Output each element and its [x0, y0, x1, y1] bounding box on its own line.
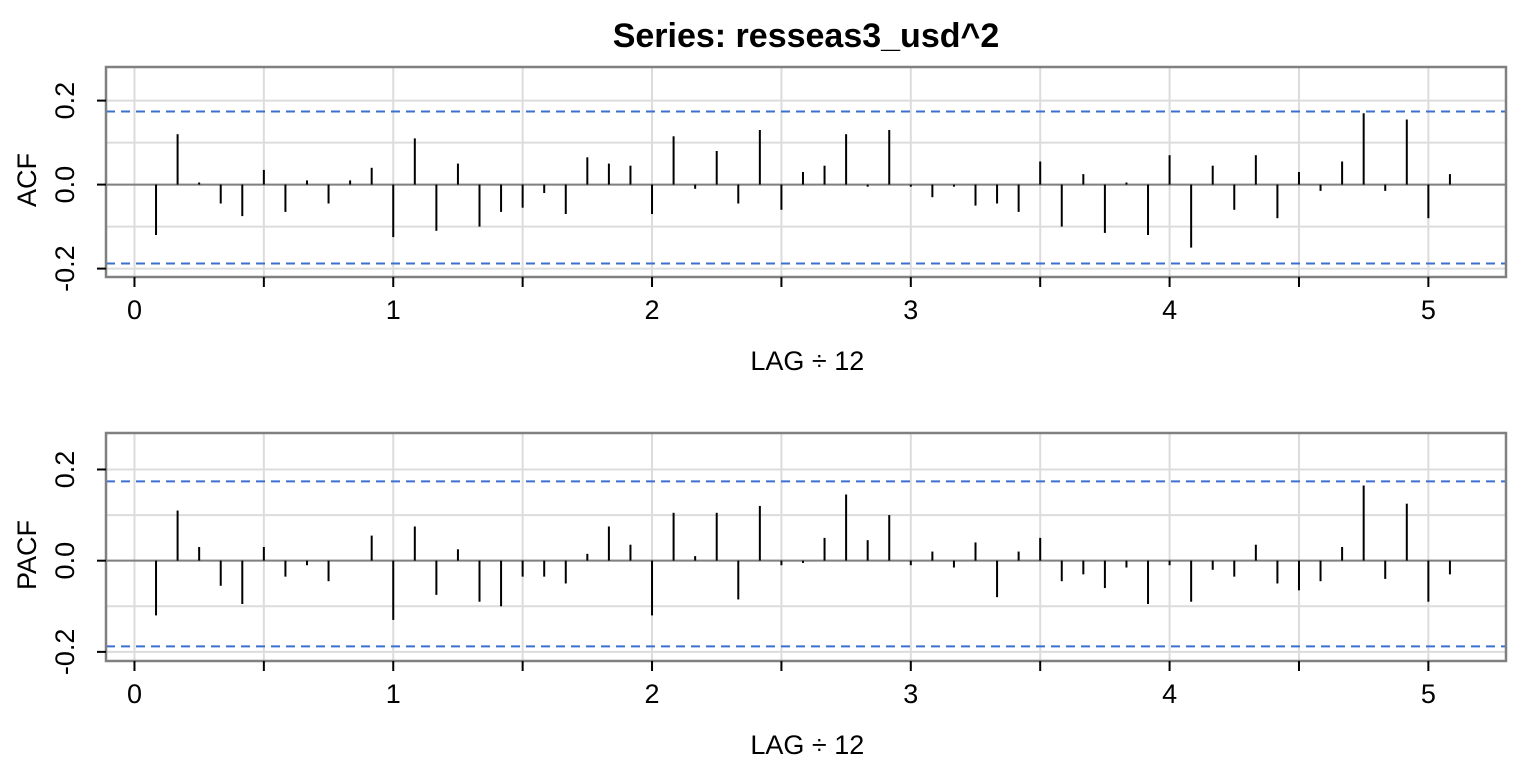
- acf-x-tick-label: 2: [645, 295, 660, 325]
- acf-x-tick-label: 0: [127, 295, 142, 325]
- acf-y-axis-label: ACF: [12, 153, 42, 207]
- acf-plot-frame: [104, 65, 1508, 279]
- acf-x-axis-label: LAG ÷ 12: [750, 346, 864, 376]
- acf-x-tick-label: 4: [1162, 295, 1177, 325]
- pacf-x-tick-label: 3: [903, 679, 918, 709]
- pacf-y-axis-label: PACF: [12, 520, 42, 590]
- pacf-x-axis-label: LAG ÷ 12: [750, 730, 864, 760]
- pacf-x-tick-label: 4: [1162, 679, 1177, 709]
- pacf-x-tick-label: 1: [386, 679, 401, 709]
- pacf-x-tick-label: 5: [1421, 679, 1436, 709]
- pacf-plot-frame: [104, 431, 1508, 663]
- chart-title: Series: resseas3_usd^2: [613, 17, 1000, 55]
- acf-x-tick-label: 3: [903, 295, 918, 325]
- pacf-y-tick-label: 0.0: [50, 542, 80, 580]
- acf-y-tick-label: 0.0: [50, 166, 80, 204]
- acf-y-tick-label: -0.2: [50, 245, 80, 292]
- pacf-x-tick-label: 0: [127, 679, 142, 709]
- acf-x-tick-label: 5: [1421, 295, 1436, 325]
- pacf-panel: 0 1 2 3 4 5 -0.2 0.0 0.2 LAG ÷ 12 PACF: [12, 431, 1508, 760]
- acf-y-tick-label: 0.2: [50, 82, 80, 120]
- acf-panel: 0 1 2 3 4 5 -0.2 0.0 0.2 LAG ÷ 12 ACF: [12, 65, 1508, 376]
- pacf-x-tick-label: 2: [645, 679, 660, 709]
- acf-x-tick-label: 1: [386, 295, 401, 325]
- pacf-y-tick-label: 0.2: [50, 451, 80, 489]
- pacf-y-tick-label: -0.2: [50, 629, 80, 676]
